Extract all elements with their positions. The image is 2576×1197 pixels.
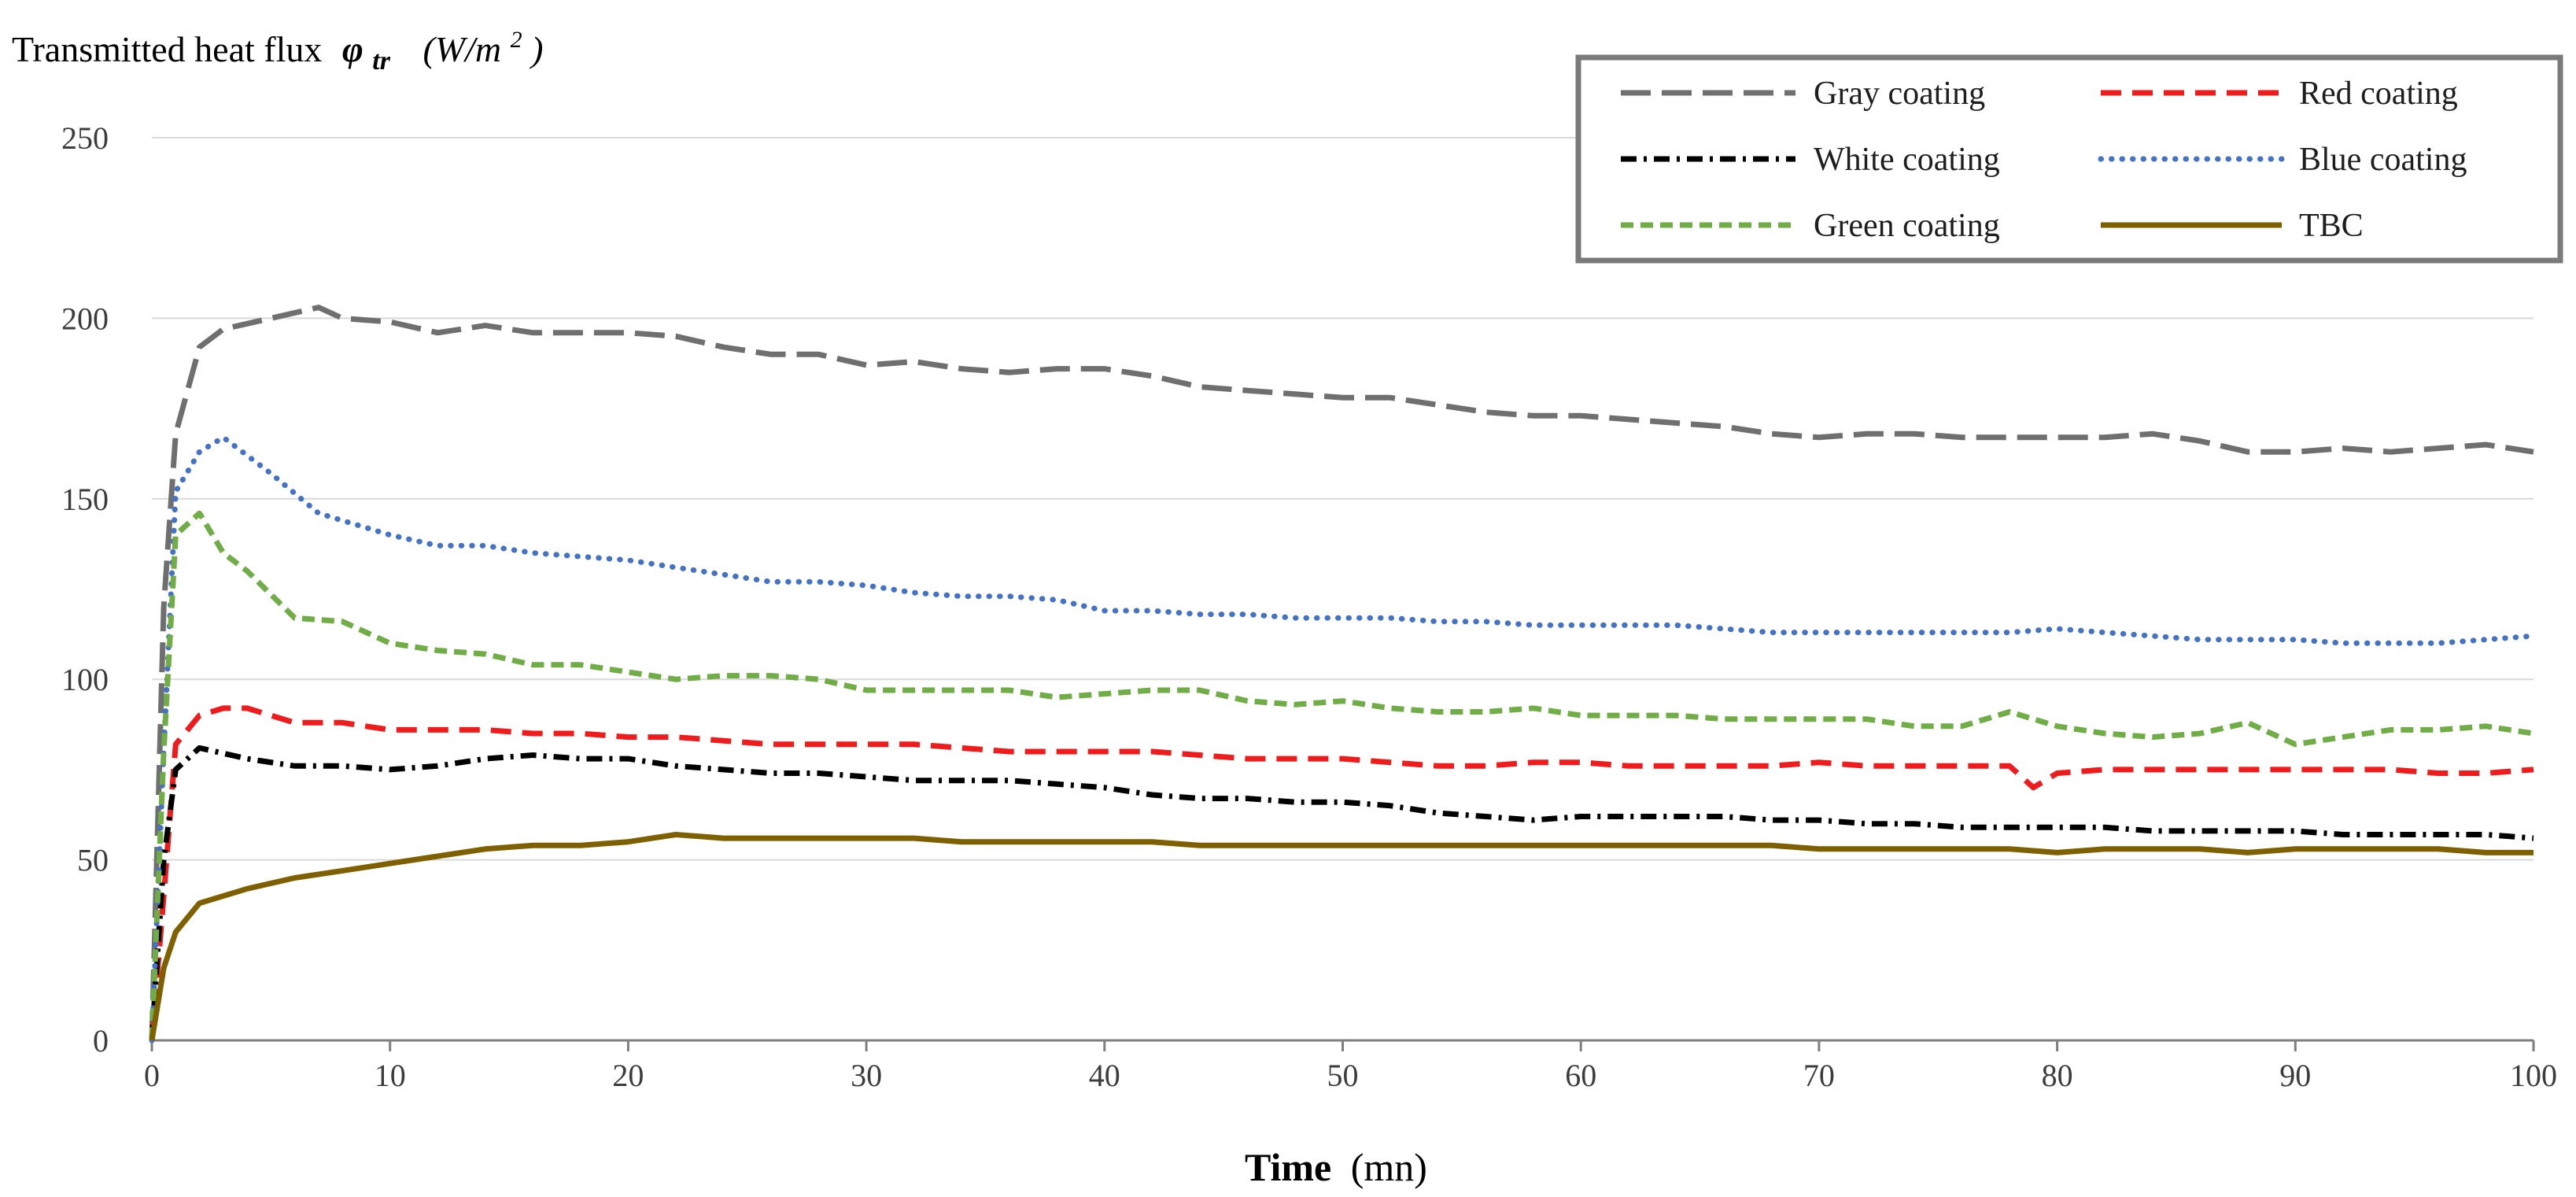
series-line-red-coating <box>149 705 2534 1041</box>
y-tick-label-50: 50 <box>77 843 109 878</box>
x-tick-label-0: 0 <box>144 1058 160 1093</box>
x-tick-label-100: 100 <box>2510 1058 2557 1093</box>
x-tick-label-90: 90 <box>2279 1058 2311 1093</box>
x-tick-label-30: 30 <box>851 1058 882 1093</box>
y-tick-labels: 0 50 100 150 200 250 <box>61 120 109 1058</box>
y-axis-title-unit: (W/m <box>423 29 501 69</box>
y-tick-label-0: 0 <box>93 1023 109 1058</box>
x-tick-label-80: 80 <box>2042 1058 2073 1093</box>
gridlines <box>152 137 2534 861</box>
legend: Gray coating Red coating White coating B… <box>1575 54 2563 264</box>
series-lines <box>149 305 2537 1044</box>
y-tick-label-200: 200 <box>61 301 109 336</box>
y-axis-title: Transmitted heat flux φ tr (W/m 2 ) <box>12 15 543 77</box>
series-line-white-coating <box>149 744 2534 1041</box>
x-axis-title-unit: (mn) <box>1351 1145 1427 1189</box>
x-tick-label-50: 50 <box>1327 1058 1359 1093</box>
y-tick-label-150: 150 <box>61 482 109 517</box>
y-axis-title-subscript: tr <box>372 46 390 76</box>
series-line-tbc <box>149 832 2534 1041</box>
y-axis-title-unit-close: ) <box>529 29 543 69</box>
legend-label-gray: Gray coating <box>1814 76 1985 112</box>
series-line-blue-coating <box>149 434 2537 1044</box>
y-tick-label-100: 100 <box>61 662 109 697</box>
x-axis-title-main: Time <box>1245 1145 1331 1189</box>
legend-label-red: Red coating <box>2299 76 2458 112</box>
y-axis-title-main: Transmitted heat flux <box>12 29 322 69</box>
series-line-gray-coating <box>149 305 2534 1041</box>
legend-label-white: White coating <box>1814 142 2000 178</box>
y-axis-title-unit-exponent: 2 <box>511 27 522 53</box>
y-tick-label-250: 250 <box>61 120 109 156</box>
x-tick-label-70: 70 <box>1803 1058 1835 1093</box>
legend-label-green: Green coating <box>1814 208 2000 244</box>
x-tick-label-60: 60 <box>1565 1058 1596 1093</box>
axes <box>150 1039 2535 1051</box>
x-tick-labels: 0 10 20 30 40 50 60 70 80 90 100 <box>144 1058 2557 1093</box>
x-tick-label-10: 10 <box>375 1058 406 1093</box>
x-tick-label-40: 40 <box>1089 1058 1120 1093</box>
x-axis-title: Time (mn) <box>1245 1145 1427 1189</box>
legend-label-tbc: TBC <box>2299 208 2364 244</box>
legend-label-blue: Blue coating <box>2299 142 2467 178</box>
y-axis-title-symbol: φ <box>342 29 364 69</box>
x-tick-label-20: 20 <box>612 1058 644 1093</box>
